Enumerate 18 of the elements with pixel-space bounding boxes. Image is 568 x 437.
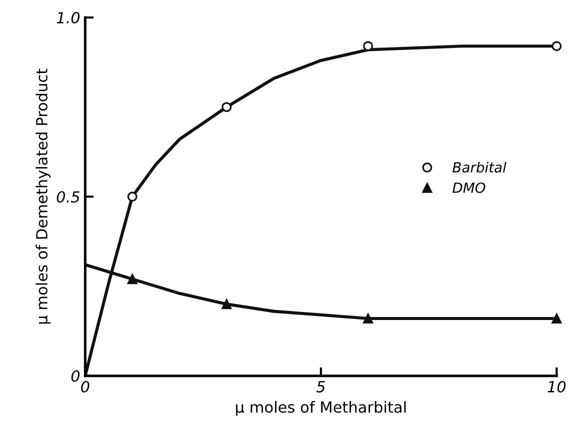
x-tick-label: 0	[81, 380, 90, 393]
y-tick-label: 0	[71, 370, 80, 382]
point	[363, 41, 374, 52]
y-tick-label: 0.5	[56, 191, 80, 203]
x-tick-label: 10	[548, 380, 566, 393]
legend-label: Barbital	[452, 162, 506, 173]
point	[552, 41, 562, 52]
point	[222, 102, 232, 112]
x-tick-label: 5	[316, 381, 325, 393]
point	[127, 192, 138, 202]
y-tick-label: 1.0	[56, 12, 80, 24]
point	[552, 313, 562, 324]
y-axis-title: µ moles of Demethylated Product	[36, 68, 50, 324]
point	[127, 274, 138, 284]
point	[222, 299, 232, 310]
legend-label: DMO	[452, 182, 486, 193]
x-axis-title: µ moles of Metharbital	[236, 401, 406, 416]
point	[363, 313, 374, 324]
